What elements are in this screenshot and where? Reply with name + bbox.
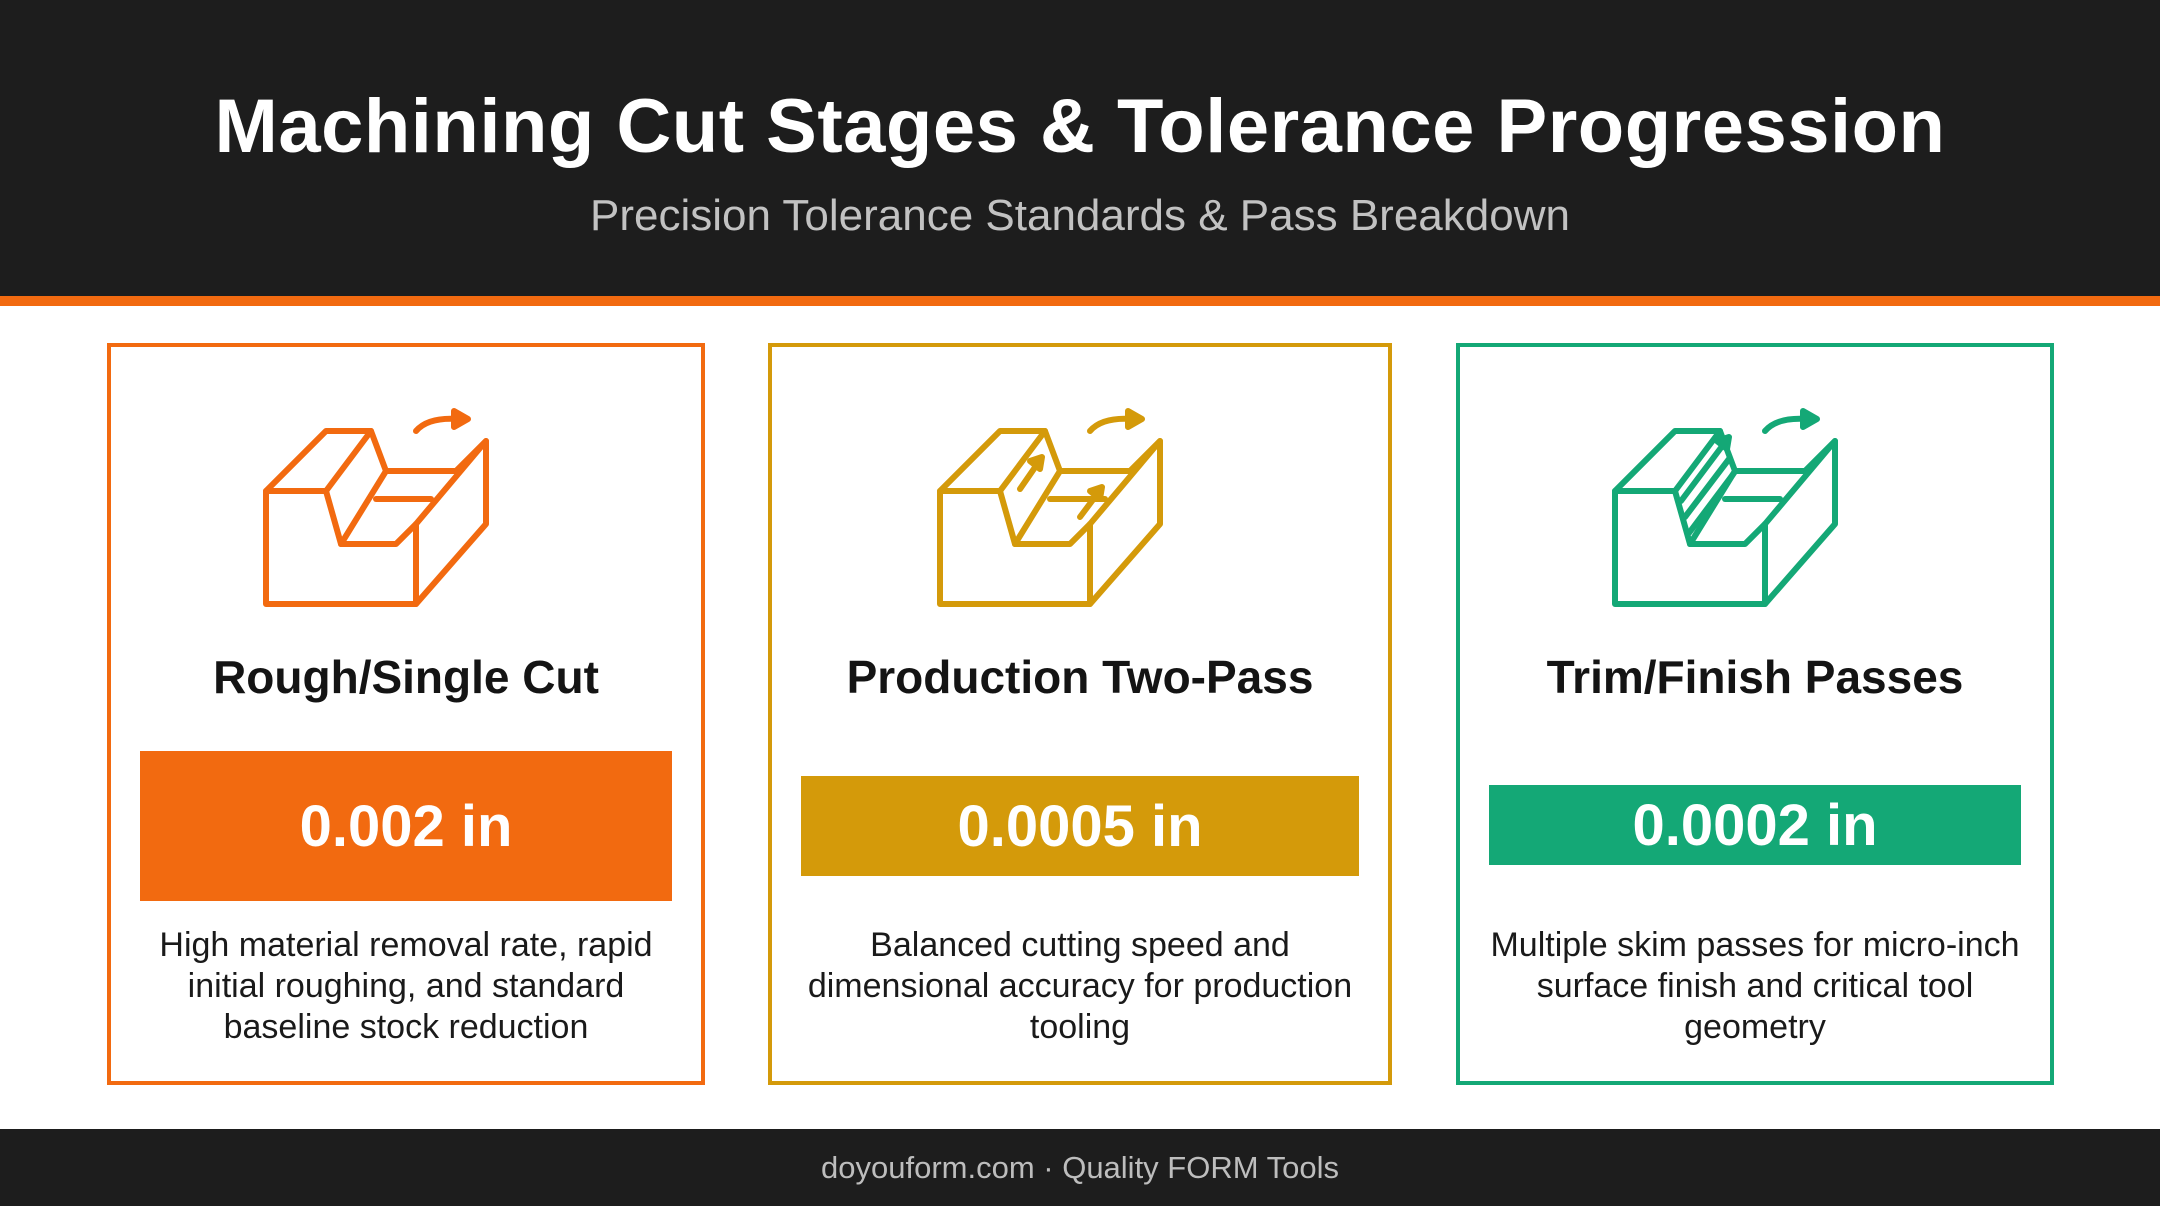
header-accent-line <box>0 296 2160 306</box>
card-description: Balanced cutting speed and dimensional a… <box>807 926 1353 1046</box>
tolerance-badge: 0.0002 in <box>1489 785 2021 865</box>
tolerance-badge: 0.002 in <box>140 751 672 901</box>
finish-pass-block-icon <box>1595 389 1915 629</box>
rough-cut-block-icon <box>246 389 566 629</box>
card-title: Trim/Finish Passes <box>1546 651 1964 703</box>
footer-credit: doyouform.com · Quality FORM Tools <box>821 1149 1339 1185</box>
tolerance-badge: 0.0005 in <box>801 776 1359 876</box>
card-title: Production Two-Pass <box>846 651 1314 703</box>
page-subtitle: Precision Tolerance Standards & Pass Bre… <box>590 191 1570 240</box>
card-trim-finish: Trim/Finish Passes 0.0002 in Multiple sk… <box>1456 343 2054 1085</box>
card-description: Multiple skim passes for micro-inch surf… <box>1490 926 2020 1046</box>
two-pass-block-icon <box>920 389 1240 629</box>
card-production-two-pass: Production Two-Pass 0.0005 in Balanced c… <box>768 343 1392 1085</box>
header-banner <box>0 0 2160 296</box>
card-rough-cut: Rough/Single Cut 0.002 in High material … <box>107 343 705 1085</box>
card-title: Rough/Single Cut <box>213 651 599 703</box>
footer-bar: doyouform.com · Quality FORM Tools <box>0 1129 2160 1206</box>
page-title: Machining Cut Stages & Tolerance Progres… <box>214 84 1946 169</box>
card-description: High material removal rate, rapid initia… <box>159 926 653 1046</box>
